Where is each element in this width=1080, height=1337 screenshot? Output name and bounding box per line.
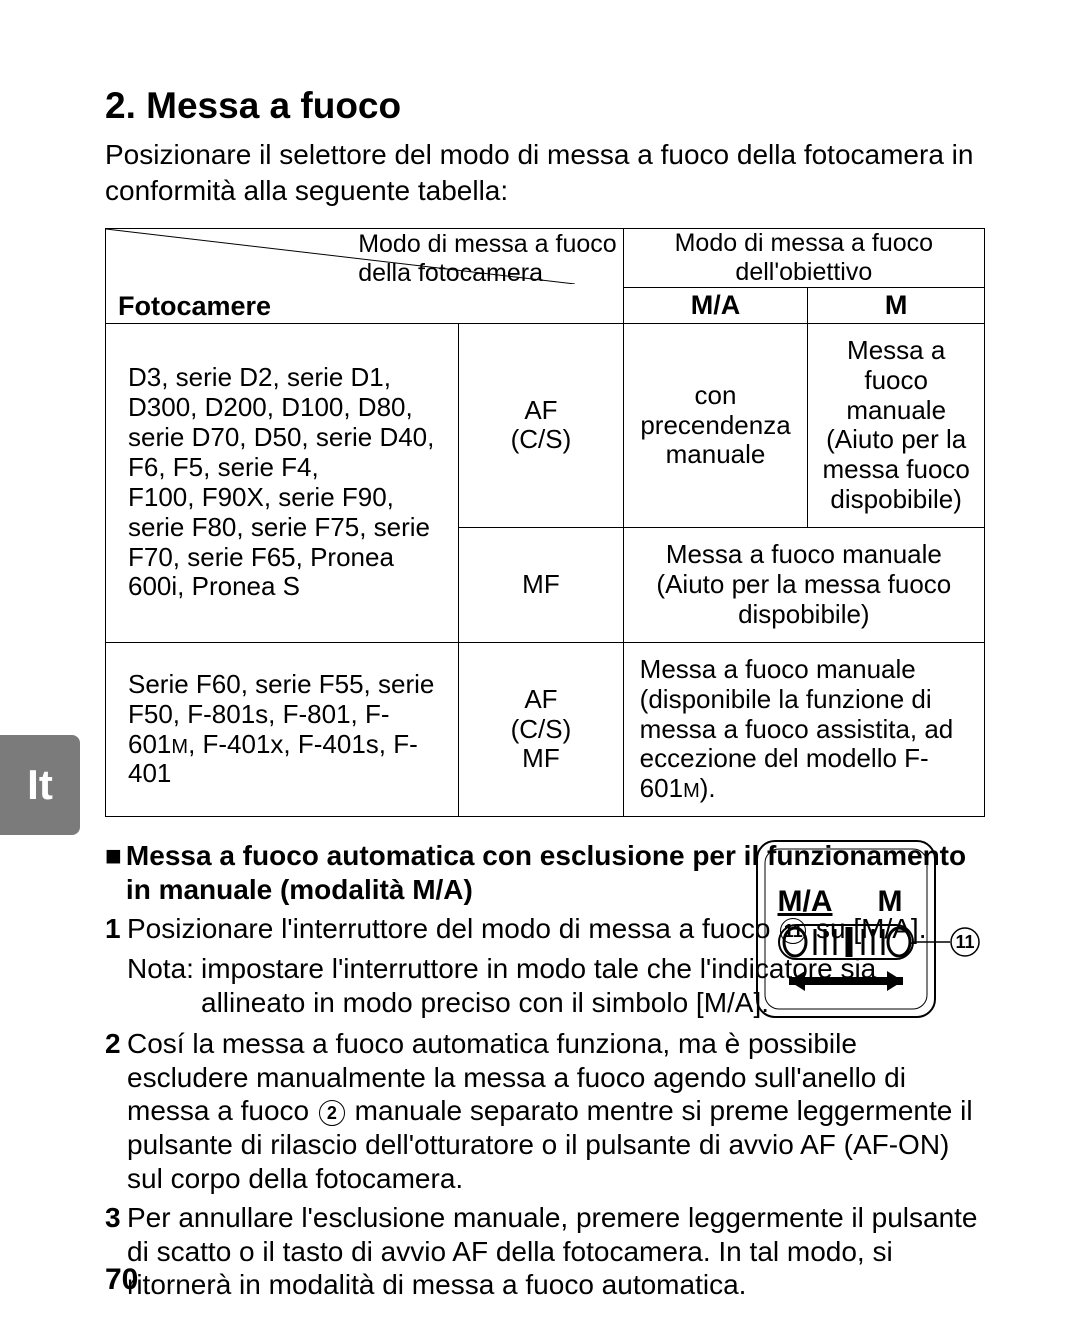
step-3-text: Per annullare l'esclusione manuale, prem… — [127, 1201, 985, 1302]
camera-list-2: Serie F60, serie F55, serie F50, F-801s,… — [106, 642, 459, 816]
lens-merged-1: Messa a fuoco manuale (Aiuto per la mess… — [623, 528, 984, 643]
col-ma-header: M/A — [623, 287, 808, 323]
camera-mode-mf: MF — [459, 528, 623, 643]
lens-m-1: Messa a fuoco manuale (Aiuto per la mess… — [808, 323, 985, 527]
diag-sub: della fotocamera — [358, 259, 543, 287]
lens-mode-header: Modo di messa a fuoco dell'obiettivo — [623, 228, 984, 287]
step-2-text: Cosí la messa a fuoco automatica funzion… — [127, 1027, 985, 1195]
diag-top: Modo di messa a fuoco — [358, 230, 616, 258]
camera-mode-3: AF (C/S) MF — [459, 642, 623, 816]
section-heading: 2. Messa a fuoco — [105, 85, 985, 127]
camera-list-1: D3, serie D2, serie D1, D300, D200, D100… — [106, 323, 459, 642]
step-number-2: 2 — [105, 1027, 127, 1195]
ma-mode-section: M/A M 11 ■ Messa a fuoco automa — [105, 839, 985, 1302]
col-m-header: M — [808, 287, 985, 323]
camera-mode-af: AF (C/S) — [459, 323, 623, 527]
diag-bottom: Fotocamere — [118, 291, 271, 322]
lens-ma-1: con precendenza manuale — [623, 323, 808, 527]
intro-paragraph: Posizionare il selettore del modo di mes… — [105, 137, 985, 210]
lens-merged-2: Messa a fuoco manuale (disponibile la fu… — [623, 642, 984, 816]
svg-text:M: M — [878, 885, 903, 918]
switch-figure: M/A M 11 — [755, 839, 985, 1019]
svg-text:11: 11 — [955, 932, 974, 952]
note-label: Nota: — [127, 952, 201, 1019]
step-number-1: 1 — [105, 912, 127, 946]
svg-text:M/A: M/A — [778, 885, 833, 918]
bullet-square-icon: ■ — [105, 839, 122, 906]
diag-header-cell: Modo di messa a fuocodella fotocamera Fo… — [106, 228, 624, 323]
focus-mode-table: Modo di messa a fuocodella fotocamera Fo… — [105, 228, 985, 817]
language-tab: It — [0, 735, 80, 835]
page-number: 70 — [105, 1263, 138, 1297]
ref-2-icon: 2 — [319, 1100, 345, 1126]
